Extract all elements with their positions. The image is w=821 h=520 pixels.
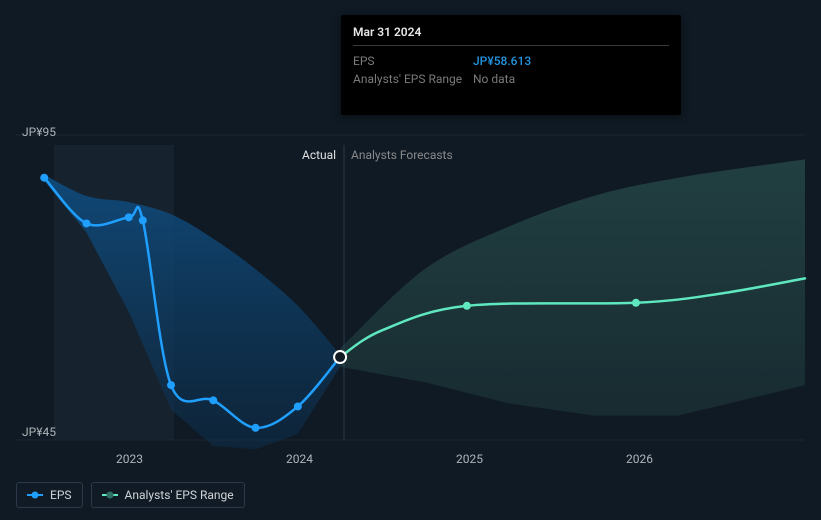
- tooltip-row-range: Analysts' EPS Range No data: [353, 70, 669, 88]
- tooltip-eps-value: JP¥58.613: [473, 52, 531, 70]
- legend-label: EPS: [50, 488, 72, 502]
- tooltip-divider: [353, 45, 669, 46]
- legend-item[interactable]: EPS: [16, 482, 83, 508]
- chart-tooltip: Mar 31 2024 EPS JP¥58.613 Analysts' EPS …: [341, 15, 681, 115]
- tooltip-range-value: No data: [473, 70, 515, 88]
- tooltip-date: Mar 31 2024: [353, 25, 669, 39]
- tooltip-eps-label: EPS: [353, 52, 473, 70]
- legend-item[interactable]: Analysts' EPS Range: [91, 482, 245, 508]
- region-label-forecast: Analysts Forecasts: [351, 148, 453, 162]
- xaxis-tick-label: 2026: [626, 452, 653, 466]
- eps-chart-container: { "tooltip": { "title": "Mar 31 2024", "…: [0, 0, 821, 520]
- region-label-actual: Actual: [302, 148, 336, 162]
- xaxis-tick-label: 2023: [116, 452, 143, 466]
- xaxis-tick-label: 2024: [286, 452, 313, 466]
- legend-label: Analysts' EPS Range: [125, 488, 234, 502]
- legend-swatch-icon: [102, 490, 118, 500]
- yaxis-tick-label: JP¥45: [22, 425, 56, 439]
- yaxis-tick-label: JP¥95: [22, 125, 56, 139]
- legend-swatch-icon: [27, 490, 43, 500]
- tooltip-range-label: Analysts' EPS Range: [353, 70, 473, 88]
- tooltip-row-eps: EPS JP¥58.613: [353, 52, 669, 70]
- chart-legend: EPS Analysts' EPS Range: [16, 482, 245, 508]
- xaxis-tick-label: 2025: [456, 452, 483, 466]
